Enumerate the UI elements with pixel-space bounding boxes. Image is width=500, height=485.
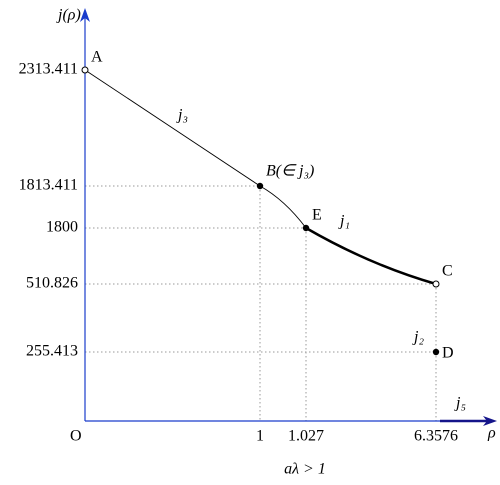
x-arrow <box>483 416 497 426</box>
point-label: B(∈ j₃) <box>266 163 314 180</box>
curve-label: j₂ <box>412 329 424 346</box>
y-tick: 510.826 <box>26 275 78 292</box>
point-e <box>302 224 310 232</box>
curve-label: j₃ <box>176 107 188 124</box>
caption: aλ > 1 <box>284 461 326 478</box>
curve-label: j₅ <box>454 395 466 412</box>
point-d <box>432 348 440 356</box>
origin: O <box>70 428 82 445</box>
curve-be <box>259 185 307 229</box>
y-tick: 1813.411 <box>19 177 78 194</box>
curve-label: j₁ <box>338 213 350 230</box>
y-tick: 1800 <box>46 219 78 236</box>
x-label: ρ <box>487 425 496 442</box>
curve-j3 <box>84 69 261 187</box>
y-tick: 2313.411 <box>19 61 78 78</box>
point-label: D <box>442 345 454 362</box>
guides <box>85 185 437 421</box>
point-a <box>81 66 89 74</box>
y-arrow <box>80 8 90 22</box>
y-tick: 255.413 <box>26 343 78 360</box>
point-label: A <box>91 49 103 66</box>
x-tick: 6.3576 <box>414 428 458 445</box>
x-tick: 1 <box>256 428 264 445</box>
point-label: E <box>312 207 322 224</box>
curve-j1 <box>305 226 437 286</box>
y-label: j(ρ) <box>56 7 81 24</box>
x-tick: 1.027 <box>288 428 324 445</box>
point-c <box>432 280 440 288</box>
point-label: C <box>442 263 453 280</box>
point-b <box>256 182 264 190</box>
